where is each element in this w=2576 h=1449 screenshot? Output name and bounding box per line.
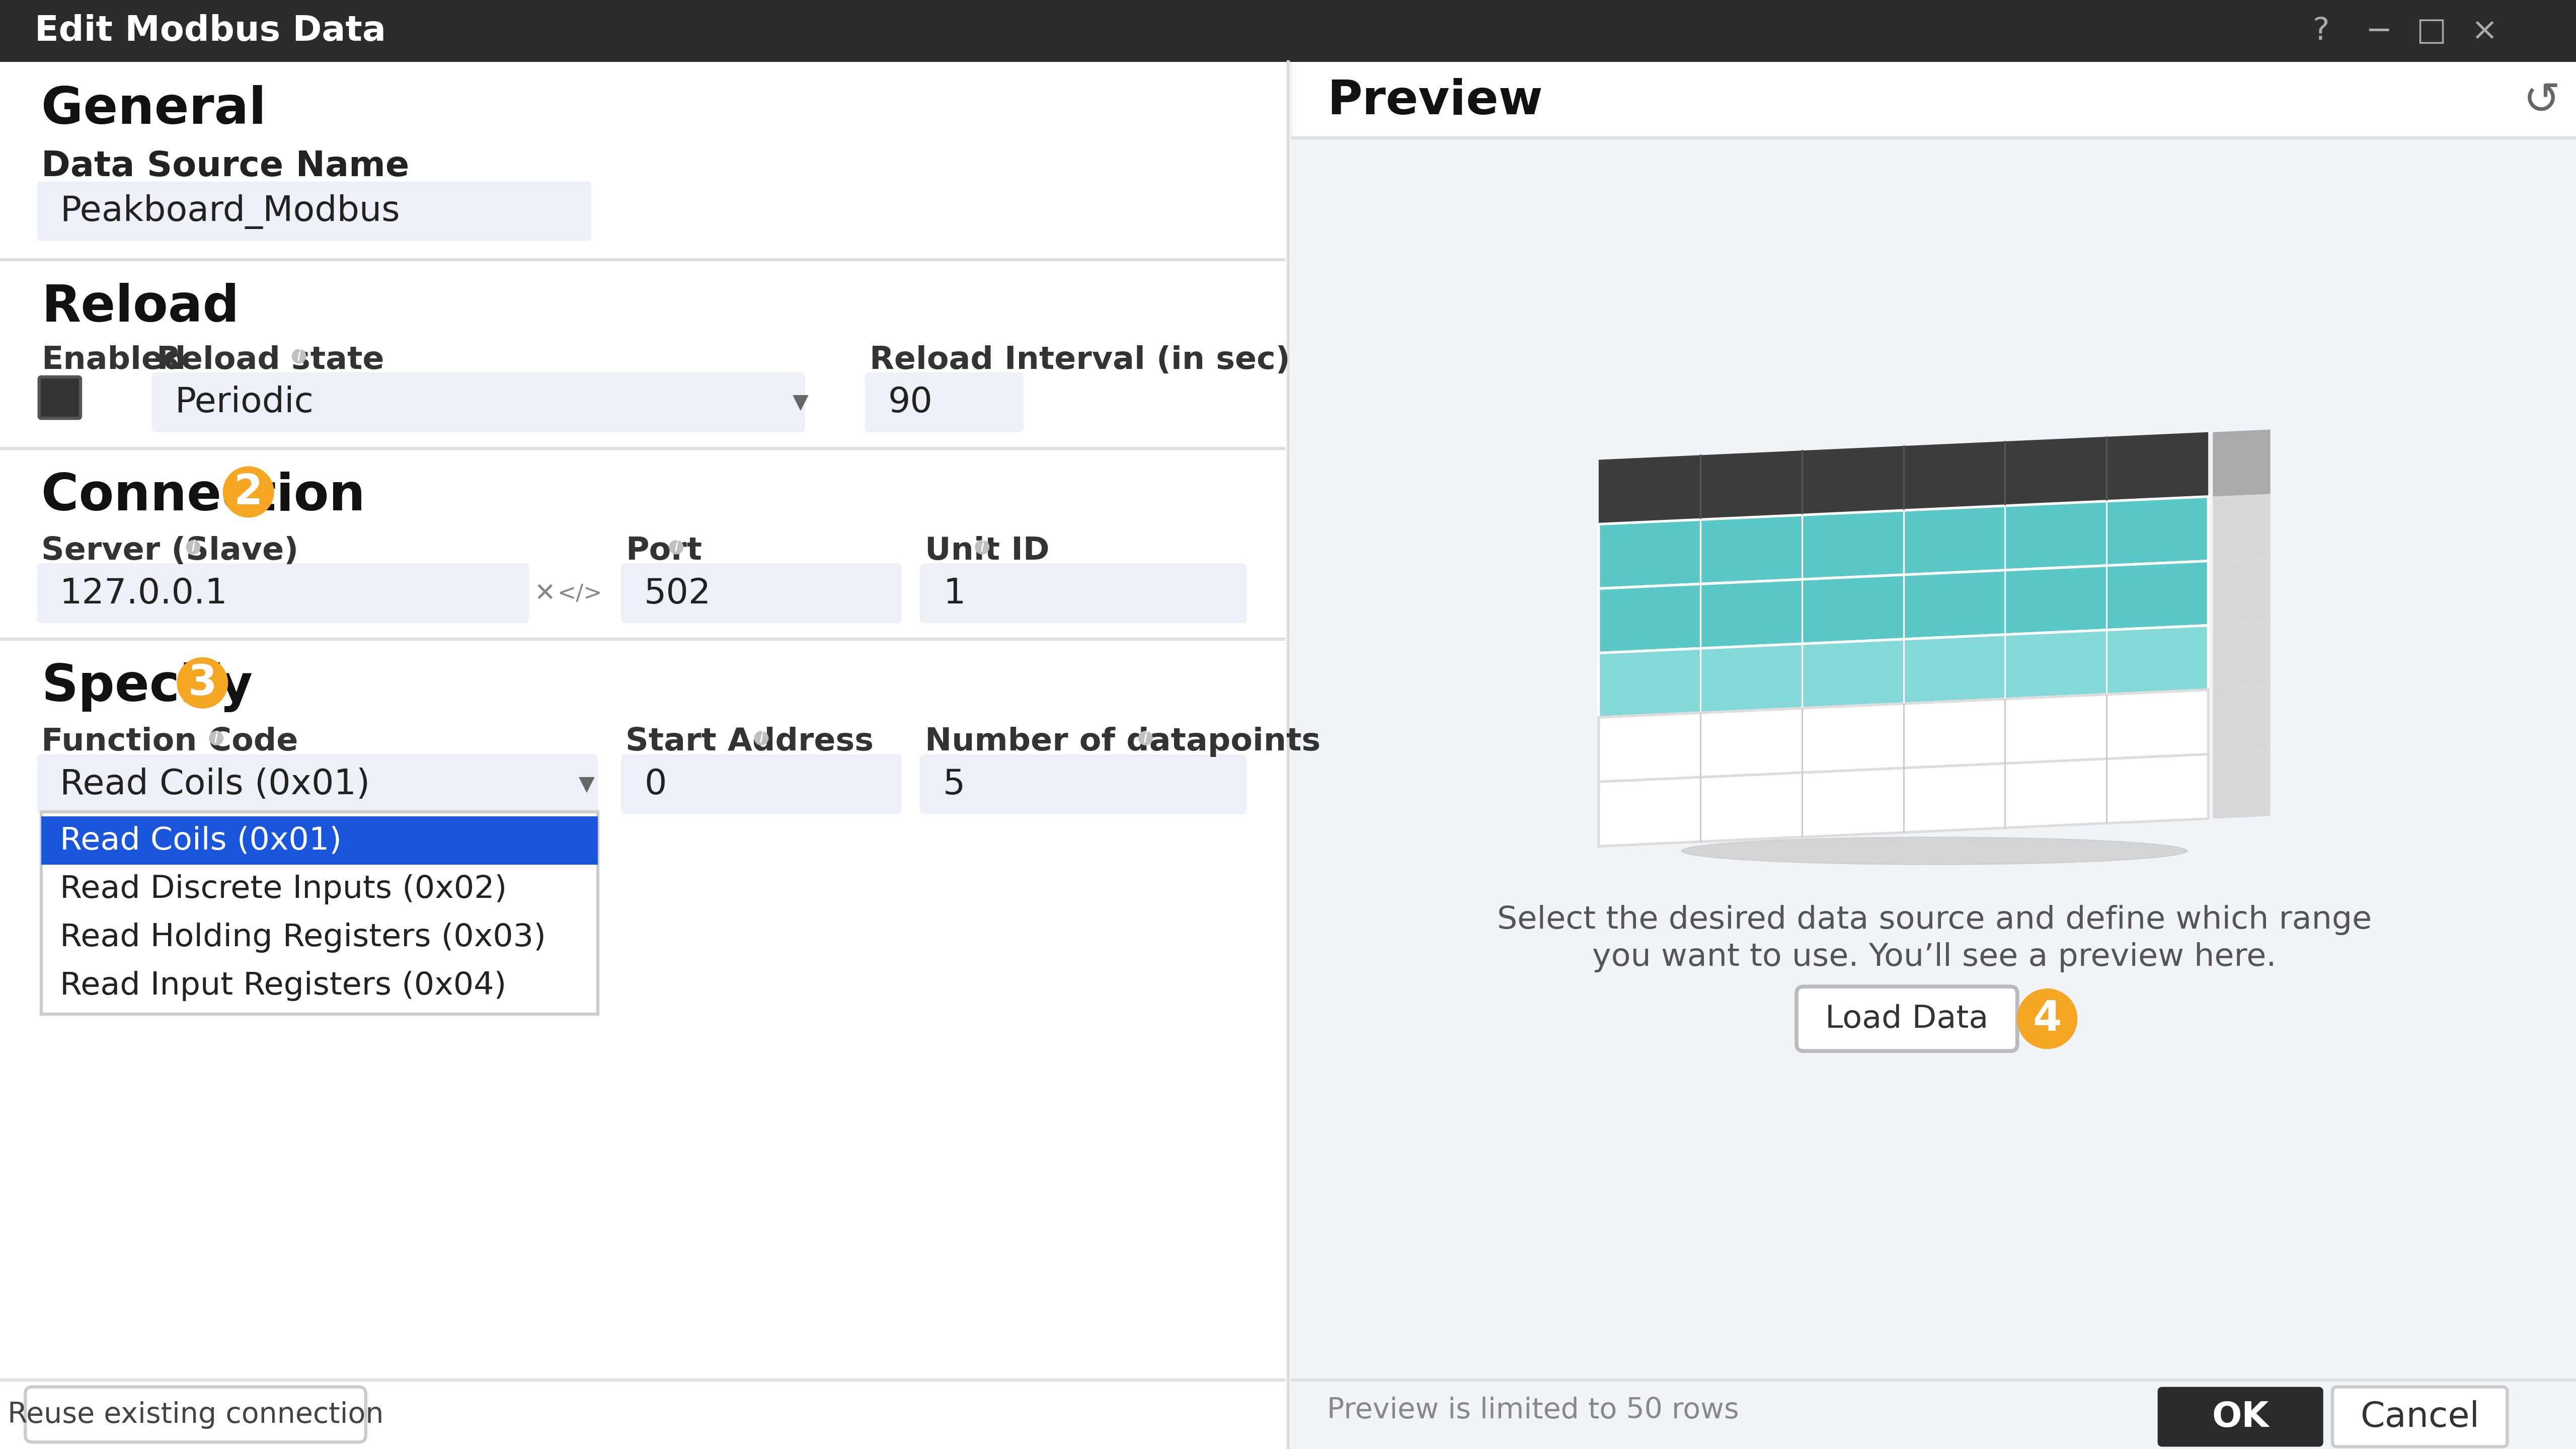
Polygon shape xyxy=(1600,626,2208,717)
Circle shape xyxy=(976,540,989,555)
Text: 502: 502 xyxy=(644,577,711,610)
Text: Read Coils (0x01): Read Coils (0x01) xyxy=(59,826,343,856)
Text: <∕>: <∕> xyxy=(556,582,603,604)
FancyBboxPatch shape xyxy=(41,811,598,1014)
Circle shape xyxy=(2017,990,2076,1049)
Text: 4: 4 xyxy=(2032,998,2061,1039)
FancyBboxPatch shape xyxy=(920,564,1247,623)
FancyBboxPatch shape xyxy=(1795,987,2017,1051)
FancyBboxPatch shape xyxy=(39,377,80,419)
FancyBboxPatch shape xyxy=(0,62,1283,1449)
Text: 3: 3 xyxy=(188,662,216,703)
Text: Function Code: Function Code xyxy=(41,727,299,756)
Text: ↺: ↺ xyxy=(2522,80,2561,123)
Circle shape xyxy=(178,658,227,709)
Text: Number of datapoints: Number of datapoints xyxy=(925,727,1321,756)
Text: 0: 0 xyxy=(644,768,667,801)
FancyBboxPatch shape xyxy=(0,0,2576,62)
Text: Reload Interval (in sec): Reload Interval (in sec) xyxy=(871,345,1291,375)
Text: i: i xyxy=(675,539,677,555)
Text: Port: Port xyxy=(626,536,703,567)
FancyBboxPatch shape xyxy=(2159,1387,2324,1446)
Text: □: □ xyxy=(2416,16,2447,46)
Circle shape xyxy=(209,732,224,745)
Text: i: i xyxy=(1144,730,1149,746)
Text: i: i xyxy=(760,730,762,746)
Text: Reload: Reload xyxy=(41,283,240,332)
Text: Server (Slave): Server (Slave) xyxy=(41,536,299,567)
FancyBboxPatch shape xyxy=(621,755,902,814)
FancyBboxPatch shape xyxy=(1291,62,2576,1449)
Polygon shape xyxy=(1600,561,2208,653)
Polygon shape xyxy=(2213,752,2269,819)
Ellipse shape xyxy=(1682,838,2187,865)
Polygon shape xyxy=(1600,690,2208,782)
Text: Read Discrete Inputs (0x02): Read Discrete Inputs (0x02) xyxy=(59,874,507,904)
Text: −: − xyxy=(2365,16,2391,46)
Text: Preview: Preview xyxy=(1327,78,1543,125)
Text: Reuse existing connection: Reuse existing connection xyxy=(8,1401,384,1429)
Text: i: i xyxy=(979,539,984,555)
Polygon shape xyxy=(2213,430,2269,497)
Polygon shape xyxy=(1600,497,2208,588)
Text: Load Data: Load Data xyxy=(1826,1004,1989,1035)
Polygon shape xyxy=(2213,623,2269,690)
FancyBboxPatch shape xyxy=(36,181,590,242)
Text: Read Input Registers (0x04): Read Input Registers (0x04) xyxy=(59,971,507,1001)
Text: Select the desired data source and define which range: Select the desired data source and defin… xyxy=(1497,906,2372,935)
Circle shape xyxy=(185,540,201,555)
Text: i: i xyxy=(191,539,196,555)
Circle shape xyxy=(670,540,683,555)
Text: i: i xyxy=(214,730,219,746)
Text: General: General xyxy=(41,85,265,135)
Text: ▾: ▾ xyxy=(793,387,809,417)
Text: Read Holding Registers (0x03): Read Holding Registers (0x03) xyxy=(59,922,546,952)
Text: 127.0.0.1: 127.0.0.1 xyxy=(59,577,227,610)
Polygon shape xyxy=(2213,494,2269,561)
Text: 1: 1 xyxy=(943,577,966,610)
Text: Unit ID: Unit ID xyxy=(925,536,1048,567)
FancyBboxPatch shape xyxy=(2331,1387,2506,1446)
Polygon shape xyxy=(1600,432,2208,525)
Text: ▾: ▾ xyxy=(580,769,595,800)
Text: Edit Modbus Data: Edit Modbus Data xyxy=(33,14,386,48)
FancyBboxPatch shape xyxy=(1293,62,2576,138)
FancyBboxPatch shape xyxy=(1293,138,2576,1449)
Text: Read Coils (0x01): Read Coils (0x01) xyxy=(59,768,371,801)
FancyBboxPatch shape xyxy=(920,755,1247,814)
FancyBboxPatch shape xyxy=(36,755,598,814)
FancyBboxPatch shape xyxy=(866,372,1023,432)
Text: ?: ? xyxy=(2313,16,2329,46)
Text: 5: 5 xyxy=(943,768,966,801)
Polygon shape xyxy=(2213,687,2269,755)
Circle shape xyxy=(755,732,768,745)
FancyBboxPatch shape xyxy=(152,372,806,432)
Text: OK: OK xyxy=(2213,1400,2269,1433)
Text: Connection: Connection xyxy=(41,471,366,520)
FancyBboxPatch shape xyxy=(621,564,902,623)
Text: Start Address: Start Address xyxy=(626,727,873,756)
Text: ×: × xyxy=(2470,16,2496,46)
Circle shape xyxy=(224,467,273,517)
Text: Preview is limited to 50 rows: Preview is limited to 50 rows xyxy=(1327,1395,1739,1424)
FancyBboxPatch shape xyxy=(36,564,528,623)
Text: Specify: Specify xyxy=(41,662,252,713)
FancyBboxPatch shape xyxy=(41,816,598,865)
Circle shape xyxy=(1139,732,1151,745)
Text: Reload state: Reload state xyxy=(157,345,384,375)
Polygon shape xyxy=(1600,755,2208,846)
Text: Peakboard_Modbus: Peakboard_Modbus xyxy=(59,194,399,229)
Text: 2: 2 xyxy=(234,472,263,513)
Text: Data Source Name: Data Source Name xyxy=(41,149,410,183)
Polygon shape xyxy=(2213,559,2269,626)
Text: 90: 90 xyxy=(889,385,933,419)
Text: Periodic: Periodic xyxy=(175,385,314,419)
Text: Enabled: Enabled xyxy=(41,345,185,375)
Text: Cancel: Cancel xyxy=(2360,1400,2478,1433)
Circle shape xyxy=(291,349,307,364)
Text: you want to use. You’ll see a preview here.: you want to use. You’ll see a preview he… xyxy=(1592,942,2277,972)
FancyBboxPatch shape xyxy=(26,1387,366,1442)
Text: ✕: ✕ xyxy=(533,581,556,606)
Text: i: i xyxy=(296,349,301,364)
